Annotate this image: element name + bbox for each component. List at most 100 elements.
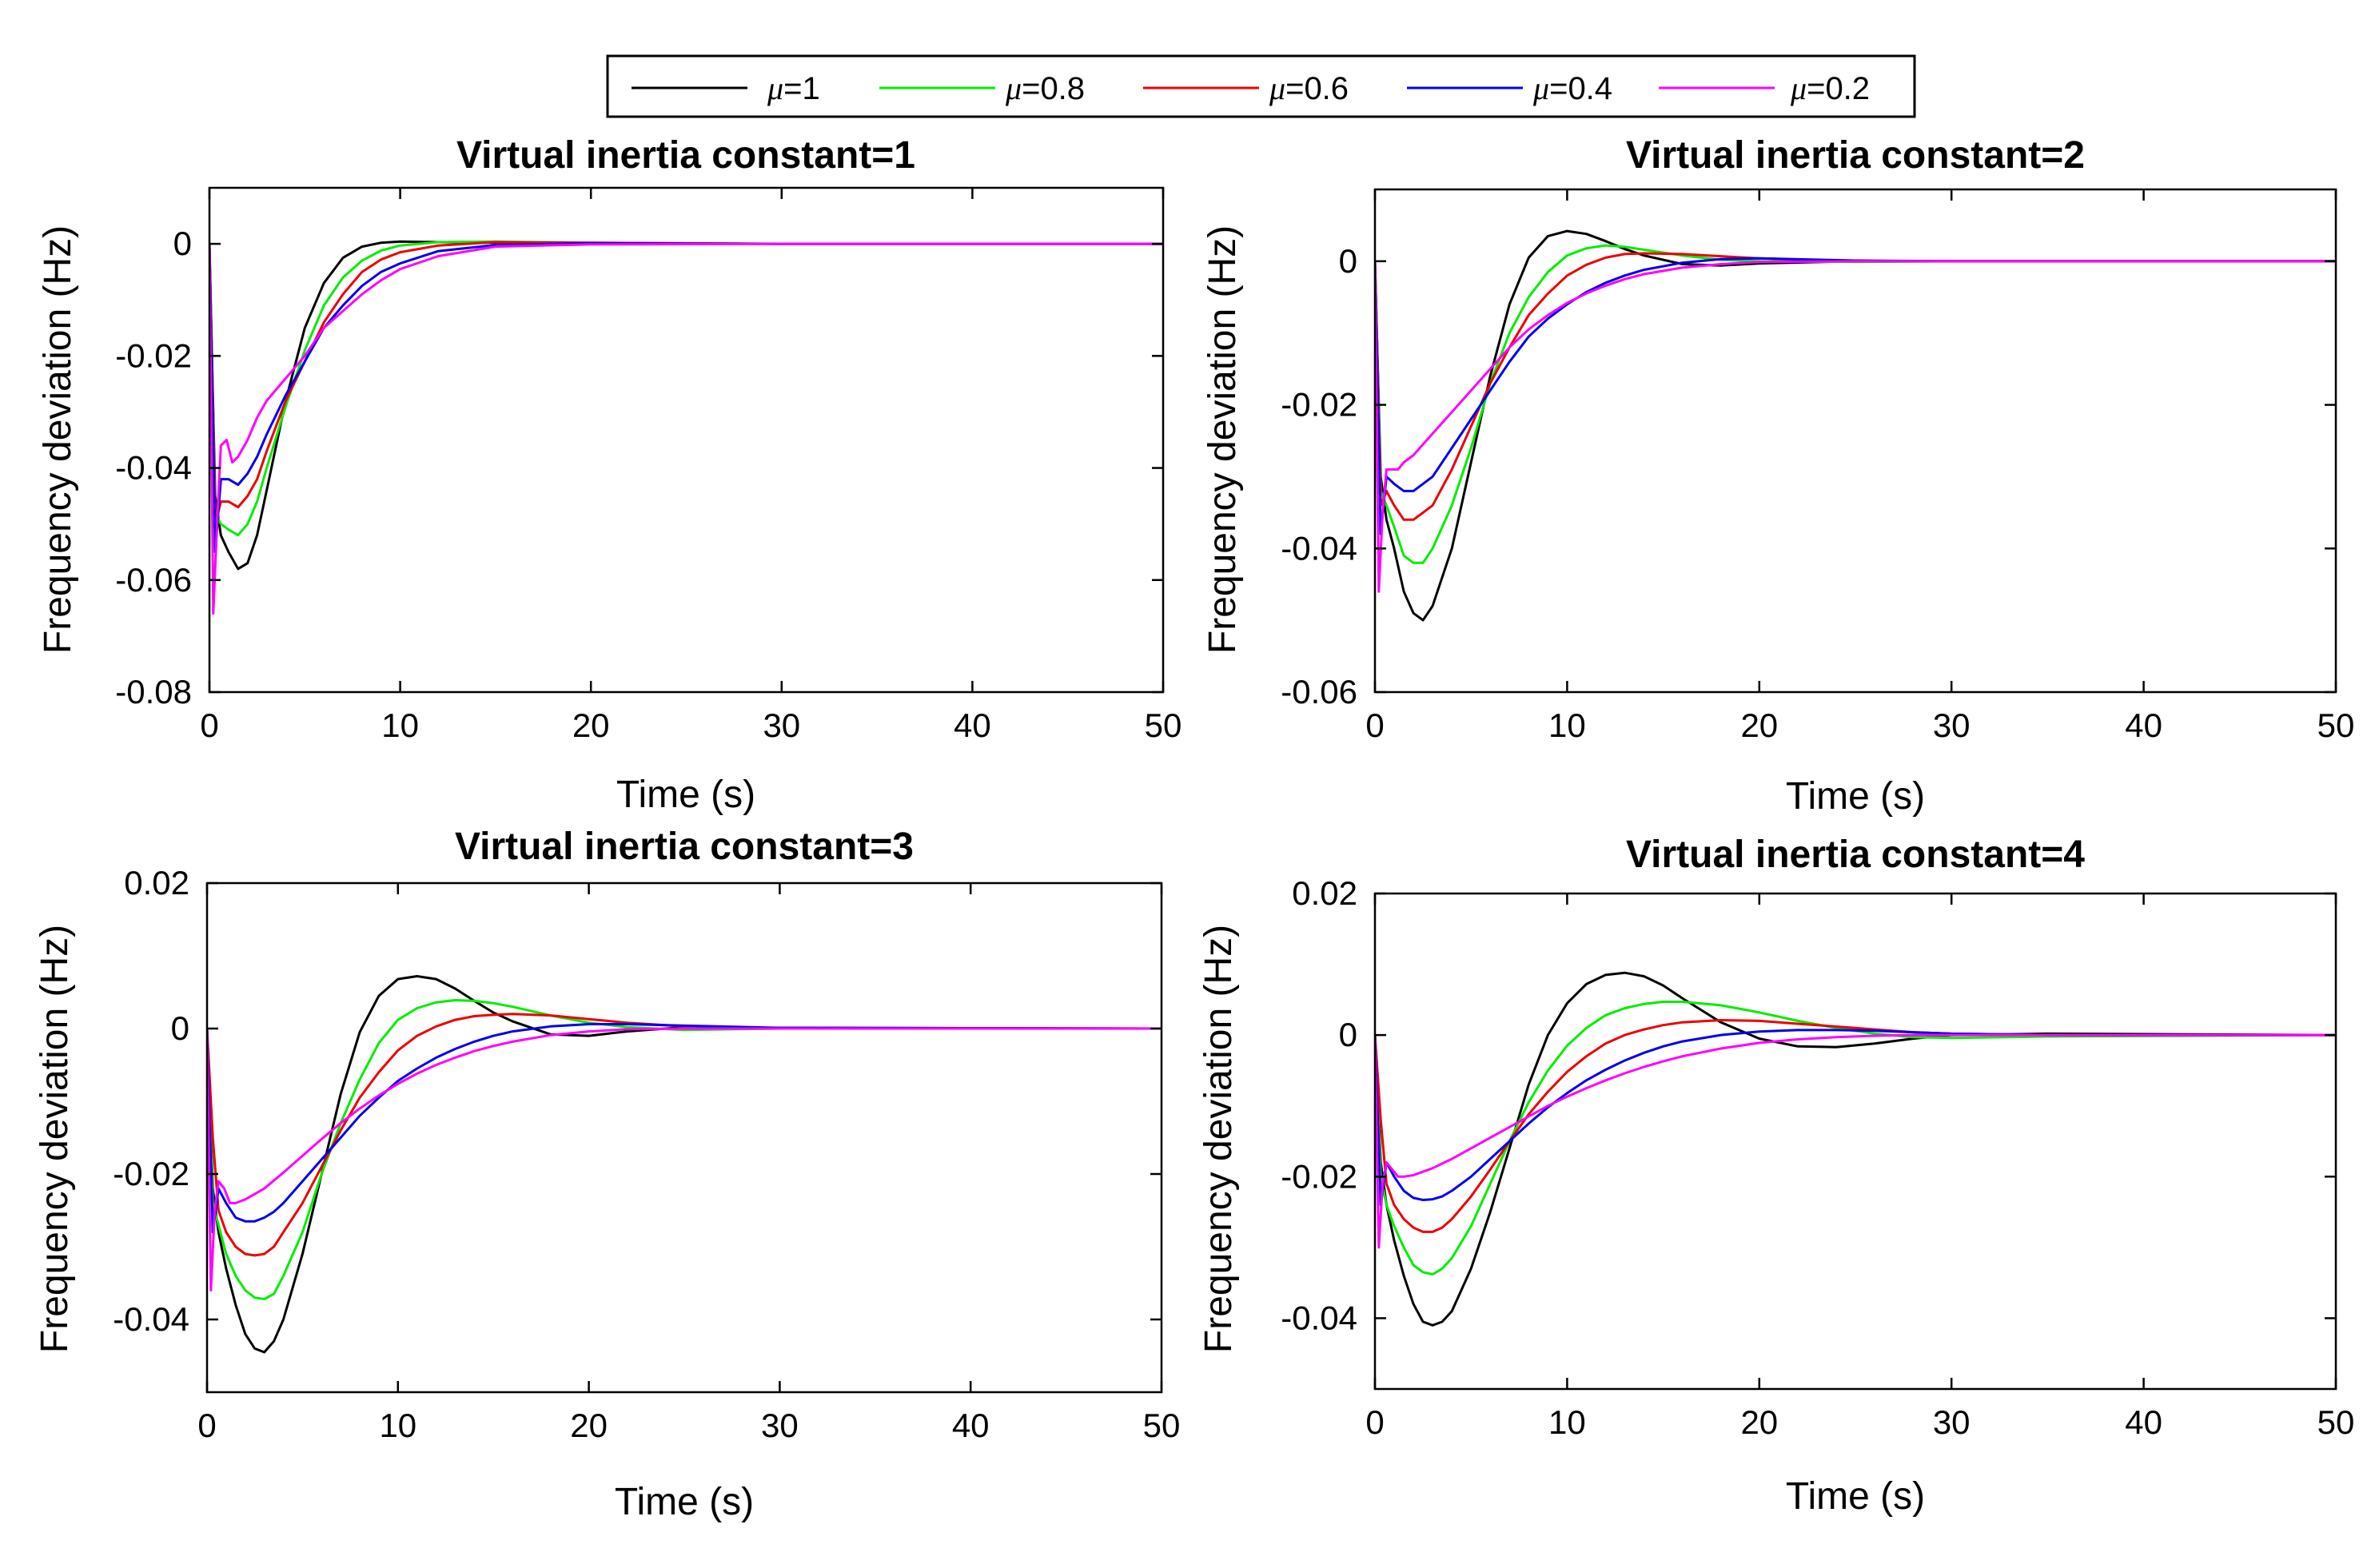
y-tick-label: -0.06 [1281, 673, 1357, 710]
legend-symbol: μ [1532, 70, 1549, 106]
x-tick-label: 0 [200, 706, 218, 744]
axes-box [1373, 892, 2337, 1391]
legend-label: =0.2 [1807, 71, 1870, 106]
subplot-vic-3: Virtual inertia constant=3 Time (s) Freq… [34, 826, 1180, 1523]
legend: μ=1 μ=0.8 μ=0.6 μ=0.4 μ=0.2 [606, 54, 1916, 118]
x-tick-label: 30 [761, 1407, 799, 1444]
series-line [1375, 1029, 2336, 1207]
series-line [1375, 1019, 2336, 1233]
y-tick-label: -0.04 [1281, 529, 1357, 567]
legend-symbol: μ [767, 70, 783, 106]
legend-symbol: μ [1790, 70, 1807, 106]
x-axis-label: Time (s) [615, 1481, 754, 1523]
y-tick-label: 0 [171, 1009, 189, 1047]
x-tick-label: 0 [1365, 706, 1384, 744]
x-tick-label: 50 [1145, 706, 1182, 744]
y-tick-label: -0.04 [115, 449, 192, 487]
legend-label: =0.8 [1022, 71, 1085, 106]
y-tick-label: -0.02 [1281, 1157, 1357, 1195]
plot-area [209, 240, 1163, 615]
legend-item: μ=0.2 [1659, 70, 1870, 106]
plot-area [207, 975, 1162, 1354]
y-axis-label: Frequency deviation (Hz) [37, 225, 79, 654]
series-line [207, 1027, 1162, 1292]
legend-item: μ=0.8 [879, 70, 1085, 106]
legend-label: =1 [783, 71, 820, 106]
series-line [209, 242, 1163, 615]
x-tick-label: 20 [1740, 1403, 1778, 1441]
y-tick-label: 0.02 [1292, 874, 1357, 912]
series-line [1375, 1033, 2336, 1249]
legend-symbol: μ [1005, 70, 1022, 106]
y-tick-label: -0.02 [115, 336, 192, 374]
svg-text:μ=1: μ=1 [767, 70, 820, 106]
series-line [1375, 252, 2336, 521]
plot-area [1375, 229, 2336, 622]
x-tick-label: 30 [1933, 1403, 1971, 1441]
x-tick-label: 40 [2125, 706, 2162, 744]
axes-box [205, 882, 1163, 1394]
x-tick-label: 50 [1143, 1407, 1181, 1444]
svg-text:μ=0.2: μ=0.2 [1790, 70, 1870, 106]
x-axis-label: Time (s) [1786, 775, 1925, 818]
series-line [207, 975, 1162, 1354]
x-tick-label: 50 [2317, 1403, 2355, 1441]
y-tick-label: 0 [173, 225, 192, 262]
y-axis-label: Frequency deviation (Hz) [34, 925, 76, 1353]
axes-box [208, 186, 1165, 694]
legend-label: =0.4 [1549, 71, 1612, 106]
series-line [1375, 260, 2336, 593]
x-tick-label: 20 [570, 1407, 608, 1444]
x-tick-label: 10 [1548, 1403, 1586, 1441]
x-tick-label: 10 [1548, 706, 1586, 744]
x-tick-label: 50 [2317, 706, 2355, 744]
x-tick-label: 40 [952, 1407, 990, 1444]
svg-text:μ=0.6: μ=0.6 [1269, 70, 1349, 106]
y-tick-label: -0.04 [1281, 1299, 1357, 1336]
subplot-title: Virtual inertia constant=1 [456, 134, 915, 177]
y-tick-label: 0 [1339, 1016, 1357, 1053]
x-tick-label: 10 [379, 1407, 416, 1444]
y-tick-label: -0.08 [115, 673, 192, 710]
svg-text:μ=0.8: μ=0.8 [1005, 70, 1085, 106]
series-line [1375, 229, 2336, 622]
legend-box [606, 54, 1916, 118]
series-line [207, 999, 1162, 1300]
x-tick-label: 10 [381, 706, 419, 744]
series-line [1375, 1001, 2336, 1275]
series-line [207, 1013, 1162, 1257]
subplot-title: Virtual inertia constant=2 [1626, 134, 2085, 177]
y-axis-label: Frequency deviation (Hz) [1197, 925, 1240, 1353]
y-tick-label: 0 [1339, 242, 1357, 280]
x-axis-label: Time (s) [616, 774, 755, 816]
series-line [1375, 257, 2336, 535]
svg-text:μ=0.4: μ=0.4 [1532, 70, 1612, 106]
x-tick-label: 40 [954, 706, 991, 744]
x-tick-label: 0 [1365, 1403, 1384, 1441]
subplot-vic-1: Virtual inertia constant=1 Time (s) Freq… [37, 134, 1182, 816]
x-tick-label: 20 [1740, 706, 1778, 744]
plot-area [1375, 971, 2336, 1327]
series-line [207, 1023, 1162, 1234]
y-tick-label: -0.02 [1281, 386, 1357, 424]
axes-box [1373, 188, 2337, 694]
y-tick-label: -0.06 [115, 561, 192, 599]
legend-item: μ=0.6 [1143, 70, 1349, 106]
subplot-vic-4: Virtual inertia constant=4 Time (s) Freq… [1197, 834, 2354, 1518]
subplot-vic-2: Virtual inertia constant=2 Time (s) Freq… [1201, 134, 2354, 818]
x-tick-label: 20 [572, 706, 610, 744]
x-tick-label: 30 [1933, 706, 1971, 744]
legend-item: μ=1 [632, 70, 820, 106]
x-tick-label: 0 [197, 1407, 216, 1444]
series-line [1375, 971, 2336, 1327]
y-tick-label: 0.02 [124, 864, 189, 901]
y-axis-label: Frequency deviation (Hz) [1201, 225, 1244, 654]
x-tick-label: 30 [763, 706, 800, 744]
subplot-title: Virtual inertia constant=3 [455, 826, 914, 868]
legend-label: =0.6 [1285, 71, 1349, 106]
y-tick-label: -0.02 [113, 1155, 189, 1192]
legend-item: μ=0.4 [1407, 70, 1612, 106]
subplot-title: Virtual inertia constant=4 [1626, 834, 2085, 876]
